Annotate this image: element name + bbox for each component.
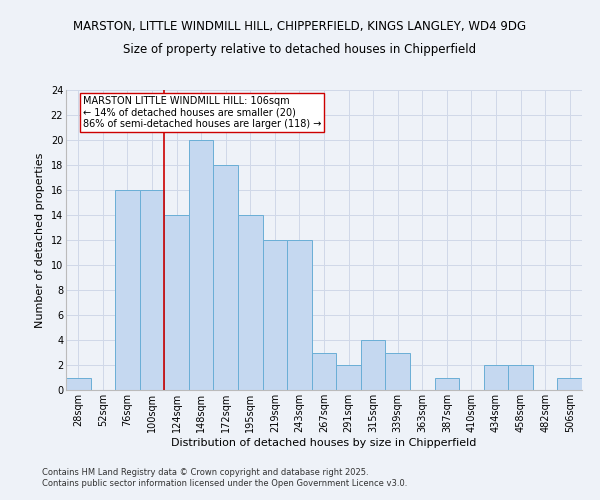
Bar (214, 165, 238, 390)
Text: Contains HM Land Registry data © Crown copyright and database right 2025.
Contai: Contains HM Land Registry data © Crown c… (42, 468, 407, 487)
Bar (336, 365, 361, 390)
Bar (164, 215, 189, 390)
Bar (238, 215, 263, 390)
X-axis label: Distribution of detached houses by size in Chipperfield: Distribution of detached houses by size … (172, 438, 476, 448)
Bar (263, 240, 287, 390)
Bar (557, 378, 582, 390)
Y-axis label: Number of detached properties: Number of detached properties (35, 152, 45, 328)
Bar (508, 365, 533, 390)
Text: MARSTON, LITTLE WINDMILL HILL, CHIPPERFIELD, KINGS LANGLEY, WD4 9DG: MARSTON, LITTLE WINDMILL HILL, CHIPPERFI… (73, 20, 527, 33)
Bar (140, 190, 164, 390)
Bar (312, 352, 336, 390)
Text: MARSTON LITTLE WINDMILL HILL: 106sqm
← 14% of detached houses are smaller (20)
8: MARSTON LITTLE WINDMILL HILL: 106sqm ← 1… (83, 96, 322, 130)
Text: Size of property relative to detached houses in Chipperfield: Size of property relative to detached ho… (124, 42, 476, 56)
Bar (66, 378, 91, 390)
Bar (434, 378, 459, 390)
Bar (484, 365, 508, 390)
Bar (115, 190, 140, 390)
Bar (287, 240, 312, 390)
Bar (189, 140, 214, 390)
Bar (361, 340, 385, 390)
Bar (385, 352, 410, 390)
